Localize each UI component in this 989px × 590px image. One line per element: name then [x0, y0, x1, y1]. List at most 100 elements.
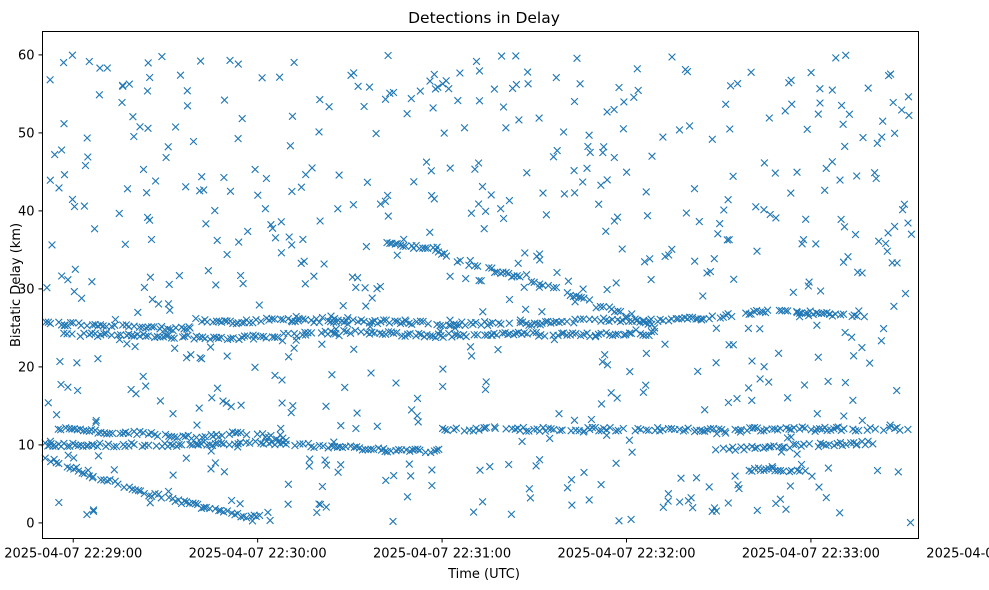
detection-marker: [84, 466, 92, 475]
detection-marker: [131, 342, 139, 351]
detection-marker: [70, 287, 79, 296]
detection-marker: [360, 102, 368, 111]
detection-marker: [488, 331, 496, 340]
detection-marker: [347, 71, 355, 80]
detection-marker: [793, 466, 802, 474]
detection-marker: [139, 372, 147, 381]
detection-marker: [297, 183, 306, 191]
detection-marker: [900, 200, 909, 209]
detection-marker: [242, 431, 251, 439]
detection-marker: [762, 465, 770, 473]
detection-marker: [485, 263, 493, 272]
detection-marker: [92, 416, 100, 425]
detection-marker: [603, 108, 611, 116]
detection-marker: [729, 172, 737, 181]
detection-marker: [615, 517, 623, 525]
detection-marker: [897, 106, 906, 114]
chart-title: Detections in Delay: [408, 9, 560, 27]
detection-marker: [594, 200, 603, 208]
detection-marker: [233, 443, 242, 451]
detection-marker: [104, 440, 113, 448]
detection-marker: [708, 507, 716, 516]
detection-marker: [599, 302, 608, 311]
detection-marker: [424, 320, 432, 328]
detection-marker: [753, 443, 762, 452]
detection-marker: [138, 442, 147, 451]
detection-marker: [324, 316, 332, 325]
detection-marker: [721, 427, 729, 436]
detection-marker: [587, 415, 596, 424]
detection-marker: [622, 312, 631, 321]
detection-marker: [600, 350, 609, 359]
detection-marker: [182, 454, 191, 462]
detection-marker: [752, 203, 760, 211]
detection-marker: [73, 426, 81, 434]
detection-marker: [675, 498, 684, 506]
detection-marker: [115, 209, 124, 218]
detection-marker: [580, 468, 588, 477]
detection-marker: [368, 294, 376, 302]
detection-marker: [193, 421, 201, 429]
detection-marker: [579, 428, 588, 436]
detection-marker: [252, 315, 260, 324]
detection-marker: [516, 273, 524, 281]
detection-marker: [760, 466, 768, 475]
detection-marker: [261, 204, 270, 213]
detection-marker: [828, 86, 837, 94]
detection-marker: [573, 54, 581, 63]
detection-marker: [195, 404, 203, 412]
detection-marker: [426, 77, 434, 85]
detection-marker: [706, 425, 715, 433]
detection-marker: [592, 303, 600, 312]
detection-marker: [602, 431, 611, 440]
detection-marker: [417, 330, 425, 339]
detection-marker: [579, 315, 588, 323]
detection-marker: [692, 474, 701, 482]
detection-marker: [476, 466, 484, 474]
detection-marker: [147, 492, 156, 500]
detection-marker: [580, 294, 588, 302]
detection-marker: [720, 206, 728, 214]
detection-marker: [708, 135, 717, 144]
detection-marker: [156, 333, 164, 341]
detection-marker: [532, 462, 540, 470]
detection-marker: [276, 315, 285, 324]
detection-marker: [223, 250, 231, 259]
detection-marker: [563, 317, 571, 326]
detection-marker: [648, 152, 656, 160]
x-tick-label: 2025-04-07 22:30:00: [189, 547, 327, 562]
detection-marker: [112, 442, 121, 451]
detection-marker: [318, 313, 327, 322]
detection-marker: [864, 84, 872, 92]
detection-marker: [563, 331, 571, 339]
detection-marker: [884, 71, 893, 80]
detection-marker: [328, 370, 336, 379]
detection-marker: [275, 73, 284, 81]
detection-marker: [242, 514, 251, 522]
detection-marker: [819, 440, 827, 449]
detection-marker: [189, 137, 198, 146]
detection-marker: [542, 211, 551, 219]
detection-marker: [217, 333, 226, 342]
detection-marker: [173, 433, 182, 442]
detection-marker: [722, 311, 730, 319]
detection-marker: [148, 295, 157, 304]
detection-marker: [271, 234, 280, 242]
detection-marker: [164, 325, 172, 333]
detection-marker: [436, 321, 444, 330]
detection-marker: [110, 466, 119, 474]
detection-marker: [208, 394, 216, 402]
detection-marker: [136, 332, 144, 341]
detection-marker: [564, 277, 573, 285]
detection-marker: [690, 257, 699, 265]
detection-marker: [583, 164, 591, 173]
detection-marker: [721, 100, 730, 109]
detection-marker: [544, 281, 553, 290]
detection-marker: [756, 375, 764, 383]
detection-marker: [889, 98, 897, 107]
detection-marker: [878, 133, 886, 141]
detection-marker: [296, 440, 304, 448]
detection-marker: [169, 471, 177, 479]
detection-marker: [290, 58, 298, 67]
detection-marker: [284, 353, 293, 361]
